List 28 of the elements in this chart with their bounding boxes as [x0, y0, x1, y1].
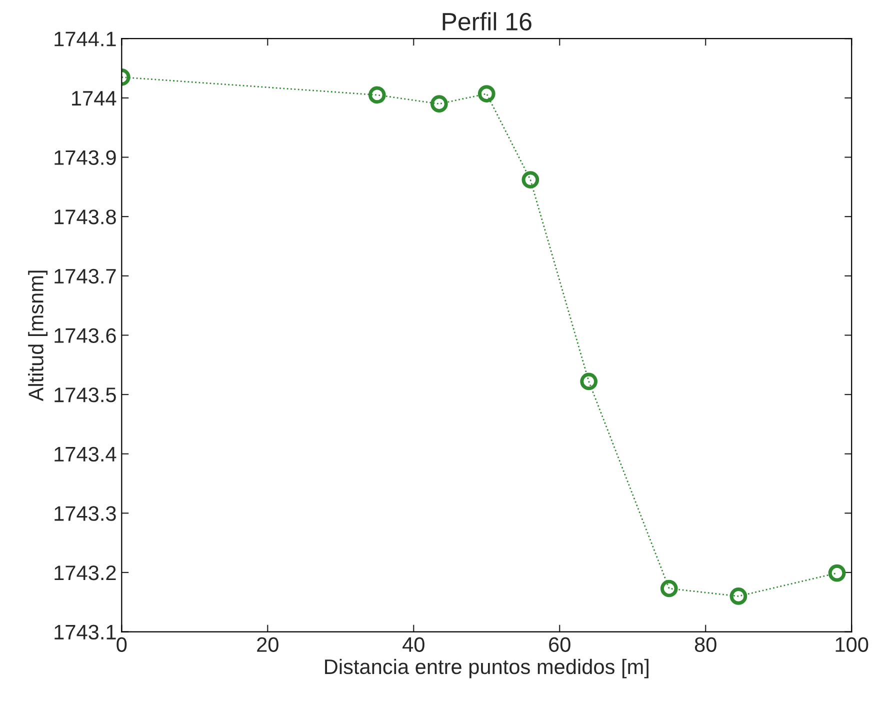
x-tick-label: 0 [116, 637, 127, 652]
y-tick-label: 1743.6 [54, 328, 116, 343]
x-tick-label: 80 [694, 637, 716, 652]
point [430, 95, 448, 113]
x-axis-title: Distancia entre puntos medidos [m] [325, 658, 648, 678]
point [730, 588, 748, 605]
x-tick-label: 20 [257, 637, 278, 652]
y-tick-label: 1743.9 [54, 150, 116, 165]
y-axis-title: Altitud [msnm] [28, 270, 48, 402]
y-tick-label: 1743.5 [54, 388, 116, 402]
y-tick-label: 1743.8 [54, 210, 116, 224]
chart-title: Perfil 16 [442, 12, 532, 31]
y-tick-label: 1743.4 [54, 446, 116, 462]
x-tick-label: 60 [549, 637, 570, 652]
y-tick-label: 1743.3 [54, 506, 116, 521]
y-tick-label: 1744 [72, 91, 116, 106]
y-tick-label: 1743.1 [54, 624, 116, 640]
point [478, 85, 496, 102]
point [828, 564, 846, 582]
point [660, 580, 678, 598]
point [580, 372, 598, 390]
point [368, 86, 386, 104]
y-tick-label: 1743.7 [54, 268, 116, 284]
x-tick-label: 40 [402, 637, 424, 652]
point [522, 171, 540, 188]
x-tick-label: 100 [836, 637, 868, 652]
y-tick-label: 1743.2 [54, 565, 116, 580]
y-tick-label: 1744.1 [54, 32, 116, 46]
